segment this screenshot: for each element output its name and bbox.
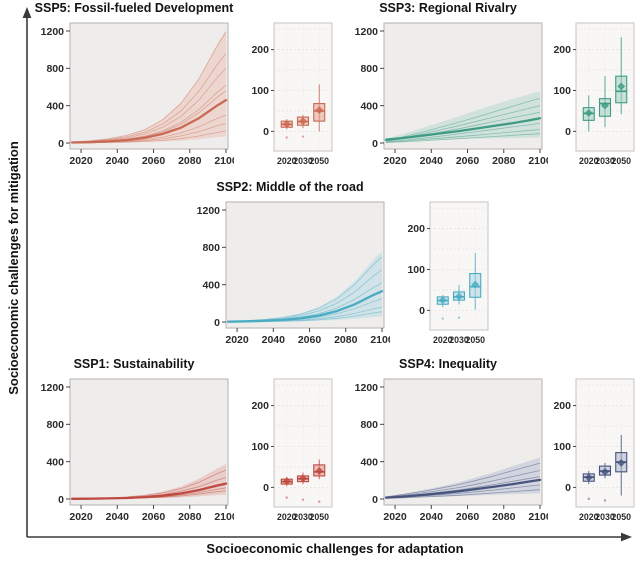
svg-text:2020: 2020 (277, 512, 297, 522)
svg-text:2020: 2020 (277, 156, 297, 166)
svg-text:2040: 2040 (262, 334, 286, 346)
svg-text:2020: 2020 (433, 335, 453, 345)
svg-text:200: 200 (252, 400, 269, 412)
panel-ssp5: SSP5: Fossil-fueled Development 0 400 800 1… (34, 0, 336, 173)
svg-text:2050: 2050 (465, 335, 485, 345)
svg-text:2030: 2030 (449, 335, 469, 345)
svg-text:0: 0 (372, 138, 378, 150)
svg-text:2020: 2020 (69, 155, 93, 167)
svg-text:100: 100 (554, 85, 571, 97)
svg-text:2020: 2020 (383, 155, 407, 167)
svg-text:0: 0 (565, 482, 571, 494)
svg-text:200: 200 (252, 44, 269, 56)
y-axis-arrowhead-icon (22, 7, 32, 18)
svg-text:0: 0 (565, 126, 571, 138)
svg-text:2060: 2060 (298, 334, 322, 346)
panel-title-ssp2: SSP2: Middle of the road (216, 180, 364, 194)
svg-text:0: 0 (263, 126, 269, 138)
svg-text:2060: 2060 (142, 511, 166, 523)
svg-text:800: 800 (360, 419, 378, 431)
panel-title-ssp3: SSP3: Regional Rivalry (379, 1, 517, 15)
svg-text:1200: 1200 (41, 26, 65, 38)
panel-ssp2: SSP2: Middle of the road 0 400 800 1200 2020… (190, 179, 492, 352)
svg-text:2050: 2050 (309, 512, 329, 522)
panel-title-ssp1: SSP1: Sustainability (73, 357, 195, 371)
svg-text:400: 400 (360, 100, 378, 112)
svg-text:2040: 2040 (106, 511, 130, 523)
svg-text:2030: 2030 (293, 512, 313, 522)
svg-text:2020: 2020 (579, 512, 599, 522)
svg-text:100: 100 (408, 264, 425, 276)
svg-text:2060: 2060 (456, 155, 480, 167)
svg-text:800: 800 (360, 63, 378, 75)
svg-text:800: 800 (202, 242, 220, 254)
svg-text:800: 800 (46, 419, 64, 431)
svg-text:0: 0 (214, 317, 220, 329)
y-axis-label: Socioeconomic challenges for mitigation (6, 141, 21, 395)
svg-text:400: 400 (360, 456, 378, 468)
svg-text:2020: 2020 (69, 511, 93, 523)
svg-text:0: 0 (58, 138, 64, 150)
svg-text:200: 200 (408, 223, 425, 235)
svg-text:2080: 2080 (178, 511, 202, 523)
svg-text:2020: 2020 (225, 334, 249, 346)
svg-text:2020: 2020 (579, 156, 599, 166)
panel-ssp1: SSP1: Sustainability 0 400 800 1200 2020 2040… (34, 356, 336, 529)
svg-text:2050: 2050 (309, 156, 329, 166)
svg-text:1200: 1200 (197, 205, 221, 217)
svg-text:2050: 2050 (611, 512, 631, 522)
svg-text:200: 200 (554, 44, 571, 56)
svg-text:800: 800 (46, 63, 64, 75)
svg-text:2040: 2040 (106, 155, 130, 167)
panel-title-ssp4: SSP4: Inequality (399, 357, 497, 371)
svg-text:0: 0 (419, 305, 425, 317)
svg-text:2060: 2060 (142, 155, 166, 167)
x-axis-label: Socioeconomic challenges for adaptation (206, 541, 464, 556)
svg-text:1200: 1200 (41, 382, 65, 394)
svg-text:400: 400 (46, 100, 64, 112)
svg-text:100: 100 (252, 441, 269, 453)
svg-text:100: 100 (252, 85, 269, 97)
svg-text:2060: 2060 (456, 511, 480, 523)
panel-title-ssp5: SSP5: Fossil-fueled Development (34, 1, 234, 15)
svg-text:2020: 2020 (383, 511, 407, 523)
svg-text:2030: 2030 (595, 512, 615, 522)
svg-text:2040: 2040 (420, 155, 444, 167)
svg-text:2040: 2040 (420, 511, 444, 523)
svg-text:2080: 2080 (492, 155, 516, 167)
svg-text:400: 400 (202, 279, 220, 291)
svg-text:2050: 2050 (611, 156, 631, 166)
svg-text:2030: 2030 (595, 156, 615, 166)
svg-text:400: 400 (46, 456, 64, 468)
svg-text:2080: 2080 (178, 155, 202, 167)
svg-text:0: 0 (372, 494, 378, 506)
panel-ssp4: SSP4: Inequality 0 400 800 1200 2020 2040 2060… (348, 356, 638, 529)
svg-text:0: 0 (58, 494, 64, 506)
svg-text:2030: 2030 (293, 156, 313, 166)
svg-text:1200: 1200 (355, 382, 379, 394)
svg-text:1200: 1200 (355, 26, 379, 38)
svg-text:2080: 2080 (334, 334, 358, 346)
svg-text:200: 200 (554, 400, 571, 412)
svg-text:0: 0 (263, 482, 269, 494)
svg-text:2080: 2080 (492, 511, 516, 523)
panel-ssp3: SSP3: Regional Rivalry 0 400 800 1200 2020 20… (348, 0, 638, 173)
svg-text:100: 100 (554, 441, 571, 453)
